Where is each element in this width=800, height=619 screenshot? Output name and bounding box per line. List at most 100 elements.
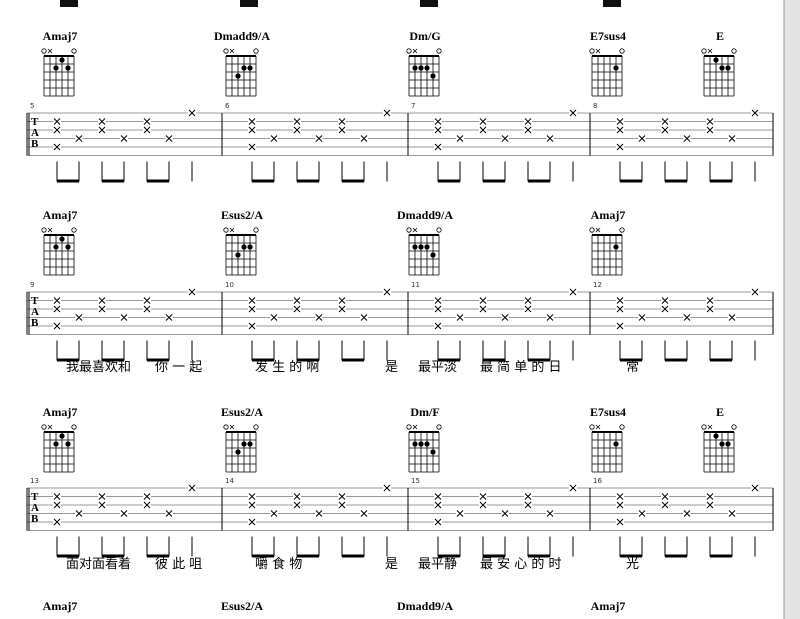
muted-note bbox=[143, 305, 151, 313]
open-string bbox=[223, 227, 229, 233]
nut bbox=[409, 55, 439, 57]
finger-dot bbox=[613, 65, 619, 71]
muted-note bbox=[53, 322, 61, 330]
muted-note bbox=[569, 288, 577, 296]
muted-note bbox=[143, 126, 151, 134]
beam bbox=[483, 554, 505, 558]
finger-dot bbox=[65, 65, 71, 71]
muted-note bbox=[293, 305, 301, 313]
lyric: 彼 此 咀 bbox=[155, 557, 202, 572]
nut bbox=[226, 55, 256, 57]
chord-diagram bbox=[701, 48, 737, 97]
muted-note bbox=[188, 484, 196, 492]
finger-dot bbox=[241, 244, 247, 250]
muted-note bbox=[248, 493, 256, 500]
nut bbox=[44, 431, 74, 433]
finger-dot bbox=[247, 441, 253, 447]
open-string bbox=[41, 48, 47, 54]
finger-dot bbox=[241, 65, 247, 71]
muted-note bbox=[434, 297, 442, 304]
muted-note bbox=[98, 501, 106, 509]
muted-note bbox=[143, 297, 151, 304]
muted-string bbox=[707, 48, 713, 54]
muted-note bbox=[338, 305, 346, 313]
lyric: 最 安 心 的 时 bbox=[480, 556, 562, 572]
beam bbox=[57, 179, 79, 183]
muted-note bbox=[683, 510, 691, 517]
tab-clef: B bbox=[31, 138, 39, 150]
muted-note bbox=[683, 314, 691, 321]
muted-note bbox=[728, 135, 736, 142]
muted-note bbox=[616, 493, 624, 500]
measure-number: 14 bbox=[225, 477, 234, 485]
beam bbox=[147, 358, 169, 362]
beam bbox=[665, 179, 687, 183]
muted-string bbox=[595, 424, 601, 430]
muted-note bbox=[569, 484, 577, 492]
beam bbox=[710, 554, 732, 558]
chord-diagram bbox=[589, 48, 625, 97]
muted-note bbox=[360, 135, 368, 142]
chord-name: Amaj7 bbox=[43, 29, 78, 43]
muted-note bbox=[98, 126, 106, 134]
beam bbox=[665, 358, 687, 362]
measure-number: 12 bbox=[593, 281, 602, 289]
chord-name: Amaj7 bbox=[43, 208, 78, 222]
beam bbox=[528, 358, 550, 362]
muted-note bbox=[524, 305, 532, 313]
muted-note bbox=[338, 126, 346, 134]
open-string bbox=[253, 48, 259, 54]
muted-note bbox=[315, 135, 323, 142]
lyric: 是 bbox=[385, 557, 398, 572]
muted-note bbox=[479, 501, 487, 509]
muted-note bbox=[434, 143, 442, 151]
muted-note bbox=[434, 126, 442, 134]
muted-note bbox=[661, 297, 669, 304]
tab-clef: T bbox=[31, 116, 39, 128]
muted-note bbox=[315, 510, 323, 517]
muted-note bbox=[53, 305, 61, 313]
muted-note bbox=[248, 143, 256, 151]
muted-string bbox=[412, 424, 418, 430]
muted-string bbox=[47, 424, 53, 430]
finger-dot bbox=[53, 65, 59, 71]
muted-note bbox=[434, 493, 442, 500]
muted-note bbox=[360, 314, 368, 321]
muted-note bbox=[456, 510, 464, 517]
muted-note bbox=[434, 501, 442, 509]
muted-note bbox=[248, 322, 256, 330]
muted-note bbox=[501, 510, 509, 517]
lyric: 光 bbox=[626, 557, 639, 572]
muted-note bbox=[456, 314, 464, 321]
muted-note bbox=[501, 314, 509, 321]
muted-note bbox=[293, 297, 301, 304]
nut bbox=[592, 55, 622, 57]
muted-note bbox=[143, 501, 151, 509]
chord-name: Dm/G bbox=[409, 29, 440, 43]
muted-string bbox=[412, 48, 418, 54]
finger-dot bbox=[247, 65, 253, 71]
nut bbox=[592, 431, 622, 433]
beam bbox=[297, 358, 319, 362]
chord-diagram bbox=[41, 48, 77, 97]
finger-dot bbox=[713, 433, 719, 439]
muted-note bbox=[456, 135, 464, 142]
muted-note bbox=[661, 305, 669, 313]
open-string bbox=[589, 424, 595, 430]
chord-name: Dmadd9/A bbox=[214, 29, 270, 43]
measure-number: 13 bbox=[30, 477, 39, 485]
open-string bbox=[71, 424, 77, 430]
nut bbox=[409, 234, 439, 236]
finger-dot bbox=[719, 441, 725, 447]
muted-note bbox=[98, 297, 106, 304]
muted-note bbox=[479, 118, 487, 125]
muted-note bbox=[434, 305, 442, 313]
chord-name: Dmadd9/A bbox=[397, 599, 453, 613]
muted-note bbox=[248, 518, 256, 526]
chord-name: Dmadd9/A bbox=[397, 208, 453, 222]
nut bbox=[592, 234, 622, 236]
tab-clef: T bbox=[31, 295, 39, 307]
muted-note bbox=[143, 493, 151, 500]
muted-note bbox=[434, 118, 442, 125]
finger-dot bbox=[412, 441, 418, 447]
